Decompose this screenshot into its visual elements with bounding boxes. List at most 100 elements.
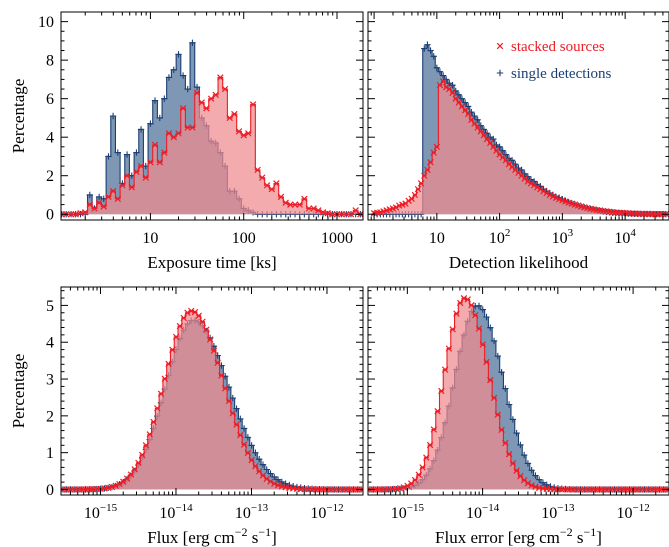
- single-marker: [446, 80, 453, 87]
- stacked-marker: [490, 394, 498, 402]
- stacked-marker: [100, 203, 107, 210]
- x-tick-label: 10: [142, 230, 158, 247]
- single-marker: [151, 97, 159, 104]
- y-axis-label: Percentage: [9, 79, 28, 154]
- panel-bottom-left: 0 1 2 3 4 5 10−15 10−14 10−13 10−12 Flux [erg cm−2…: [9, 286, 364, 547]
- x-tick-label: 1000: [321, 230, 353, 247]
- stacked-marker: [540, 187, 547, 195]
- stacked-marker: [411, 476, 419, 484]
- stacked-marker: [430, 149, 437, 156]
- stacked-marker: [210, 347, 218, 354]
- stacked-marker: [487, 376, 494, 384]
- single-marker: [424, 41, 431, 48]
- single-marker: [494, 352, 502, 360]
- x-tick-label: 10−15: [391, 502, 425, 522]
- x-axis-label: Exposure time [ks]: [147, 253, 276, 272]
- x-tick-label: 10: [429, 230, 445, 247]
- single-marker: [487, 324, 494, 331]
- stacked-marker: [524, 480, 532, 487]
- stacked-marker: [291, 201, 299, 208]
- y-tick-label: 0: [46, 482, 54, 499]
- stacked-marker: [404, 482, 411, 490]
- stacked-marker: [324, 210, 331, 217]
- single-marker: [133, 149, 140, 156]
- stacked-marker: [400, 484, 407, 491]
- y-tick-label: 2: [46, 168, 54, 185]
- stacked-marker: [278, 483, 286, 490]
- single-area: [368, 305, 669, 490]
- stacked-marker: [137, 162, 145, 170]
- single-marker: [123, 151, 131, 158]
- single-marker: [137, 126, 145, 133]
- y-axis-label: Percentage: [9, 354, 28, 429]
- single-marker: [95, 193, 103, 201]
- stacked-marker: [203, 326, 210, 333]
- single-marker: [518, 166, 525, 174]
- stacked-marker: [123, 172, 131, 179]
- single-marker: [528, 467, 535, 474]
- stacked-marker: [221, 385, 229, 392]
- stacked-marker: [180, 314, 187, 322]
- stacked-marker: [231, 110, 238, 118]
- stacked-marker: [475, 325, 483, 332]
- stacked-marker: [305, 205, 313, 212]
- stacked-marker: [245, 130, 252, 137]
- stacked-marker: [273, 180, 280, 187]
- stacked-marker: [464, 296, 471, 303]
- single-marker: [252, 449, 259, 456]
- stacked-marker: [524, 178, 532, 185]
- x-tick-label: 10−12: [616, 502, 649, 522]
- single-marker: [521, 170, 528, 177]
- single-marker: [436, 68, 444, 75]
- stacked-marker: [188, 307, 195, 315]
- stacked-marker: [212, 91, 219, 99]
- stacked-marker: [419, 464, 426, 471]
- single-marker: [427, 47, 434, 54]
- stacked-marker: [405, 197, 412, 204]
- single-marker: [505, 401, 513, 408]
- stacked-marker: [537, 185, 544, 193]
- stacked-marker: [176, 322, 184, 330]
- single-marker: [421, 45, 428, 52]
- single-marker: [433, 64, 441, 72]
- single-marker: [458, 95, 466, 102]
- stacked-marker: [329, 210, 336, 218]
- stacked-marker: [206, 336, 214, 343]
- x-tick-label: 10−15: [84, 502, 118, 522]
- stacked-marker: [449, 326, 456, 333]
- stacked-marker: [414, 185, 422, 193]
- x-tick-label: 103: [552, 227, 574, 247]
- stacked-marker: [198, 99, 205, 106]
- stacked-marker: [460, 294, 468, 302]
- stacked-marker: [498, 426, 505, 434]
- single-marker: [499, 147, 506, 154]
- single-marker: [475, 302, 483, 310]
- stacked-marker: [259, 174, 266, 181]
- single-marker: [237, 415, 244, 423]
- plot-area: [370, 41, 669, 218]
- single-marker: [263, 466, 270, 473]
- x-axis-label: Flux [erg cm−2 s−1]: [147, 525, 277, 547]
- stacked-marker: [67, 210, 75, 218]
- single-marker: [539, 479, 547, 486]
- stacked-marker: [195, 312, 203, 319]
- stacked-marker: [392, 204, 400, 211]
- stacked-marker: [81, 209, 89, 216]
- stacked-marker: [142, 442, 150, 449]
- stacked-marker: [396, 485, 404, 492]
- stacked-marker: [108, 483, 116, 491]
- axes-frame: [60, 11, 364, 221]
- single-marker: [86, 191, 94, 199]
- stacked-marker: [282, 199, 289, 206]
- single-marker: [502, 151, 510, 158]
- single-marker: [496, 69, 504, 77]
- plot-area: [368, 294, 669, 493]
- stacked-marker: [105, 193, 112, 201]
- stacked-marker: [240, 132, 247, 139]
- series-stacked: [61, 74, 363, 218]
- stacked-marker: [193, 89, 201, 97]
- single-marker: [267, 470, 274, 477]
- stacked-marker: [271, 480, 278, 487]
- stacked-marker: [441, 366, 449, 373]
- single-marker: [465, 103, 472, 110]
